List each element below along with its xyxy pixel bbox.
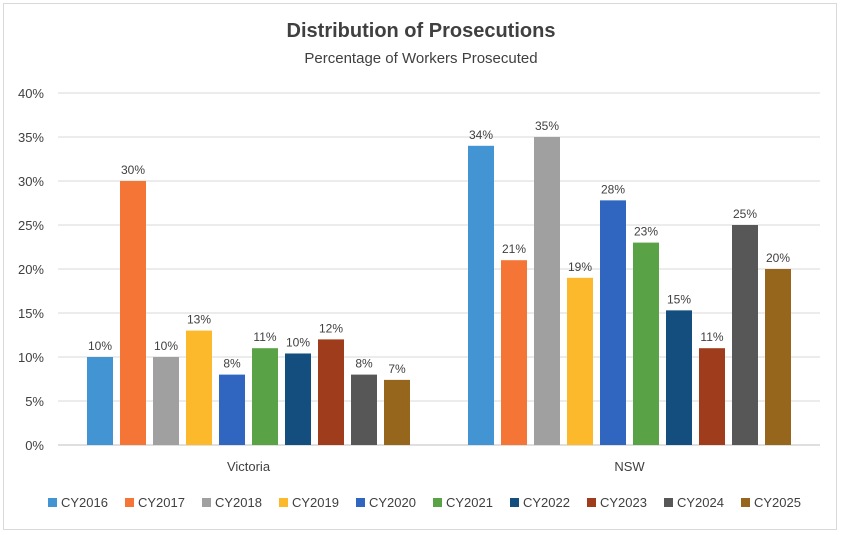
- legend-swatch-cy2022: [510, 498, 519, 507]
- legend-label: CY2024: [677, 495, 724, 510]
- data-label: 8%: [355, 357, 373, 371]
- legend-label: CY2020: [369, 495, 416, 510]
- bar-cy2024-nsw: [732, 225, 758, 445]
- data-label: 10%: [154, 339, 178, 353]
- chart-border: [3, 3, 837, 530]
- data-label: 7%: [388, 362, 406, 376]
- chart-subtitle: Percentage of Workers Prosecuted: [304, 50, 538, 67]
- legend-label: CY2019: [292, 495, 339, 510]
- data-label: 15%: [667, 292, 691, 306]
- x-tick-label: NSW: [614, 459, 645, 474]
- bar-cy2022-nsw: [666, 310, 692, 445]
- data-label: 28%: [601, 182, 625, 196]
- y-tick-label: 15%: [18, 306, 44, 321]
- legend-swatch-cy2020: [356, 498, 365, 507]
- data-label: 10%: [286, 335, 310, 349]
- bar-cy2017-victoria: [120, 181, 146, 445]
- bar-cy2016-nsw: [468, 145, 494, 446]
- data-label: 30%: [121, 163, 145, 177]
- x-tick-label: Victoria: [227, 459, 271, 474]
- y-tick-label: 0%: [25, 438, 44, 453]
- legend-label: CY2016: [61, 495, 108, 510]
- y-tick-label: 40%: [18, 86, 44, 101]
- chart-title: Distribution of Prosecutions: [286, 20, 556, 42]
- legend-label: CY2022: [523, 495, 570, 510]
- y-tick-label: 5%: [25, 394, 44, 409]
- legend-swatch-cy2019: [279, 498, 288, 507]
- bar-cy2021-nsw: [633, 242, 659, 445]
- bar-cy2023-victoria: [318, 339, 344, 445]
- bar-cy2021-victoria: [252, 348, 278, 445]
- data-label: 13%: [187, 313, 211, 327]
- legend-label: CY2017: [138, 495, 185, 510]
- legend-label: CY2025: [754, 495, 801, 510]
- legend-swatch-cy2017: [125, 498, 134, 507]
- bar-cy2019-victoria: [186, 330, 212, 445]
- bar-cy2024-victoria: [351, 374, 377, 445]
- y-tick-label: 10%: [18, 350, 44, 365]
- bar-cy2023-nsw: [699, 348, 725, 445]
- data-label: 21%: [502, 242, 526, 256]
- data-label: 35%: [535, 119, 559, 133]
- legend-label: CY2021: [446, 495, 493, 510]
- legend-swatch-cy2021: [433, 498, 442, 507]
- y-tick-label: 25%: [18, 218, 44, 233]
- legend-swatch-cy2025: [741, 498, 750, 507]
- legend-label: CY2023: [600, 495, 647, 510]
- data-label: 20%: [766, 251, 790, 265]
- bar-cy2020-victoria: [219, 374, 245, 445]
- legend-swatch-cy2018: [202, 498, 211, 507]
- bar-cy2020-nsw: [600, 200, 626, 445]
- bar-cy2018-victoria: [153, 357, 179, 445]
- data-label: 10%: [88, 339, 112, 353]
- data-label: 8%: [223, 357, 241, 371]
- bar-cy2017-nsw: [501, 260, 527, 445]
- data-label: 19%: [568, 260, 592, 274]
- bar-cy2022-victoria: [285, 353, 311, 445]
- y-tick-label: 20%: [18, 262, 44, 277]
- legend-swatch-cy2024: [664, 498, 673, 507]
- bar-cy2018-nsw: [534, 137, 560, 445]
- data-label: 23%: [634, 225, 658, 239]
- data-label: 11%: [700, 330, 723, 344]
- bar-cy2025-victoria: [384, 379, 410, 445]
- legend-swatch-cy2016: [48, 498, 57, 507]
- legend-label: CY2018: [215, 495, 262, 510]
- bar-cy2016-victoria: [87, 357, 113, 445]
- data-label: 12%: [319, 321, 343, 335]
- data-label: 34%: [469, 128, 493, 142]
- bar-cy2025-nsw: [765, 269, 791, 445]
- data-label: 25%: [733, 207, 757, 221]
- legend-swatch-cy2023: [587, 498, 596, 507]
- y-tick-label: 30%: [18, 174, 44, 189]
- y-tick-label: 35%: [18, 130, 44, 145]
- bar-cy2019-nsw: [567, 277, 593, 445]
- data-label: 11%: [253, 330, 276, 344]
